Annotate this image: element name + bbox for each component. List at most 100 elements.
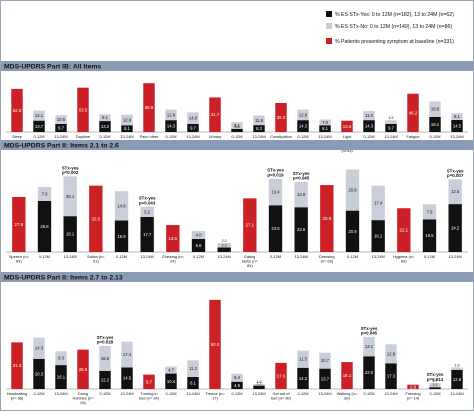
- category-label: (n=43): [341, 148, 353, 153]
- stx-yes-bar: [385, 123, 397, 132]
- stx-yes-value-label: 22.0: [365, 370, 374, 375]
- stx-no-bar: [165, 366, 177, 374]
- timepoint-label: 13-24M: [186, 134, 199, 139]
- stx-no-bar: [297, 350, 309, 368]
- stx-yes-bar: [99, 370, 111, 389]
- timepoint-label: 0-12M: [429, 134, 440, 139]
- baseline-value-label: 31.4: [13, 363, 22, 368]
- category-label: Turning in: [140, 391, 157, 396]
- panel-title: MDS-UPDRS Part II: Items 2.1 to 2.6: [4, 142, 119, 149]
- baseline-value-label: 27.1: [246, 223, 255, 228]
- baseline-value-label: 60.0: [211, 342, 220, 347]
- stx-no-bar: [429, 101, 441, 118]
- stx-no-value-label: 8.1: [234, 123, 240, 128]
- timepoint-label: 0-12M: [39, 254, 50, 259]
- baseline-value-label: 33.5: [92, 216, 101, 221]
- timepoint-label: 0-12M: [231, 134, 242, 139]
- stx-no-bar: [63, 176, 77, 217]
- significance-annotation: STx-yes: [447, 168, 464, 173]
- stx-yes-bar: [319, 368, 331, 389]
- timepoint-label: 0-12M: [363, 134, 374, 139]
- baseline-bar: [243, 198, 257, 252]
- timepoint-label: 13-24M: [318, 134, 331, 139]
- category-label: 60): [344, 396, 350, 401]
- stx-yes-bar: [37, 200, 52, 252]
- category-label: Walking (n=: [337, 391, 358, 396]
- stx-no-value-label: 1.6: [455, 363, 460, 367]
- stx-yes-value-label: 1.2: [433, 383, 438, 387]
- baseline-bar: [77, 349, 89, 389]
- stx-yes-bar: [429, 387, 441, 389]
- significance-annotation: p=0.014: [427, 377, 444, 382]
- baseline-bar: [77, 87, 89, 132]
- baseline-bar: [166, 225, 180, 252]
- stx-yes-bar: [345, 210, 360, 252]
- stx-yes-bar: [55, 365, 67, 389]
- significance-annotation: p=0.007: [447, 173, 464, 178]
- timepoint-label: 0-12M: [99, 391, 110, 396]
- timepoint-label: 13-24M: [120, 134, 133, 139]
- panel-header-band: [1, 272, 473, 282]
- significance-annotation: p=0.045: [361, 330, 378, 335]
- stx-no-bar: [451, 113, 463, 120]
- stx-yes-value-label: 16.5: [425, 233, 434, 238]
- stx-yes-bar: [165, 373, 177, 389]
- significance-annotation: STx-yes: [427, 372, 444, 377]
- stx-yes-value-label: 16.1: [374, 234, 383, 239]
- stx-no-value-label: 4.0: [196, 232, 202, 237]
- baseline-bar: [407, 384, 419, 389]
- stx-no-value-label: 17.4: [374, 200, 383, 205]
- stx-no-bar: [121, 114, 133, 126]
- category-label: Speech (n=: [9, 254, 30, 259]
- legend-label: % ES STx-Yes: 0 to 12M (n=182), 13 to 24…: [335, 12, 454, 18]
- stx-yes-value-label: 23.6: [271, 226, 280, 231]
- stx-yes-value-label: 13.2: [101, 124, 110, 129]
- stx-no-bar: [191, 231, 206, 239]
- stx-no-bar: [429, 383, 441, 388]
- legend-swatch: [326, 23, 332, 29]
- stx-yes-bar: [253, 385, 265, 389]
- stx-no-bar: [121, 341, 133, 368]
- stx-yes-bar: [385, 363, 397, 389]
- category-label: 17): [212, 396, 218, 401]
- category-label: Get out of: [272, 391, 290, 396]
- stx-no-value-label: 4.7: [168, 368, 174, 373]
- timepoint-label: 13-24M: [186, 391, 199, 396]
- category-label: Constipation: [270, 134, 292, 139]
- category-label: 51): [93, 259, 99, 264]
- baseline-bar: [11, 342, 23, 389]
- significance-annotation: STx-yes: [97, 335, 114, 340]
- stx-no-value-label: 11.5: [299, 357, 308, 362]
- timepoint-label: 0-12M: [347, 254, 358, 259]
- stx-yes-bar: [63, 216, 77, 252]
- stx-no-value-label: 17.4: [123, 352, 132, 357]
- category-label: Sleep: [12, 134, 22, 139]
- timepoint-label: 0-12M: [297, 391, 308, 396]
- category-label: Daytime: [76, 134, 90, 139]
- stx-no-bar: [99, 114, 111, 122]
- stx-yes-value-label: 9.7: [388, 125, 394, 130]
- baseline-bar: [341, 120, 353, 132]
- stx-yes-bar: [55, 123, 67, 132]
- baseline-bar: [89, 185, 103, 252]
- significance-annotation: STx-yes: [293, 171, 310, 176]
- stx-no-value-label: 18.8: [431, 107, 440, 112]
- category-label: Tremor (n=: [205, 391, 225, 396]
- category-label: Hygiene (n=: [393, 254, 415, 259]
- stx-yes-bar: [121, 367, 133, 389]
- baseline-value-label: 46.2: [409, 110, 418, 115]
- stx-no-bar: [231, 122, 243, 129]
- stx-yes-value-label: 12.9: [453, 377, 462, 382]
- stx-no-value-label: 14.0: [189, 116, 198, 121]
- legend-swatch: [326, 11, 332, 17]
- timepoint-label: 0-12M: [424, 254, 435, 259]
- legend-label: % ES STx-No: 0 to 12M (n=149), 13 to 24M…: [335, 24, 452, 30]
- category-label: Handwriting: [7, 391, 28, 396]
- stx-no-bar: [371, 185, 385, 221]
- stx-yes-bar: [187, 123, 199, 132]
- baseline-value-label: 17.6: [277, 373, 286, 378]
- baseline-bar: [11, 88, 23, 132]
- baseline-value-label: 53.5: [79, 107, 88, 112]
- stx-no-bar: [187, 112, 199, 124]
